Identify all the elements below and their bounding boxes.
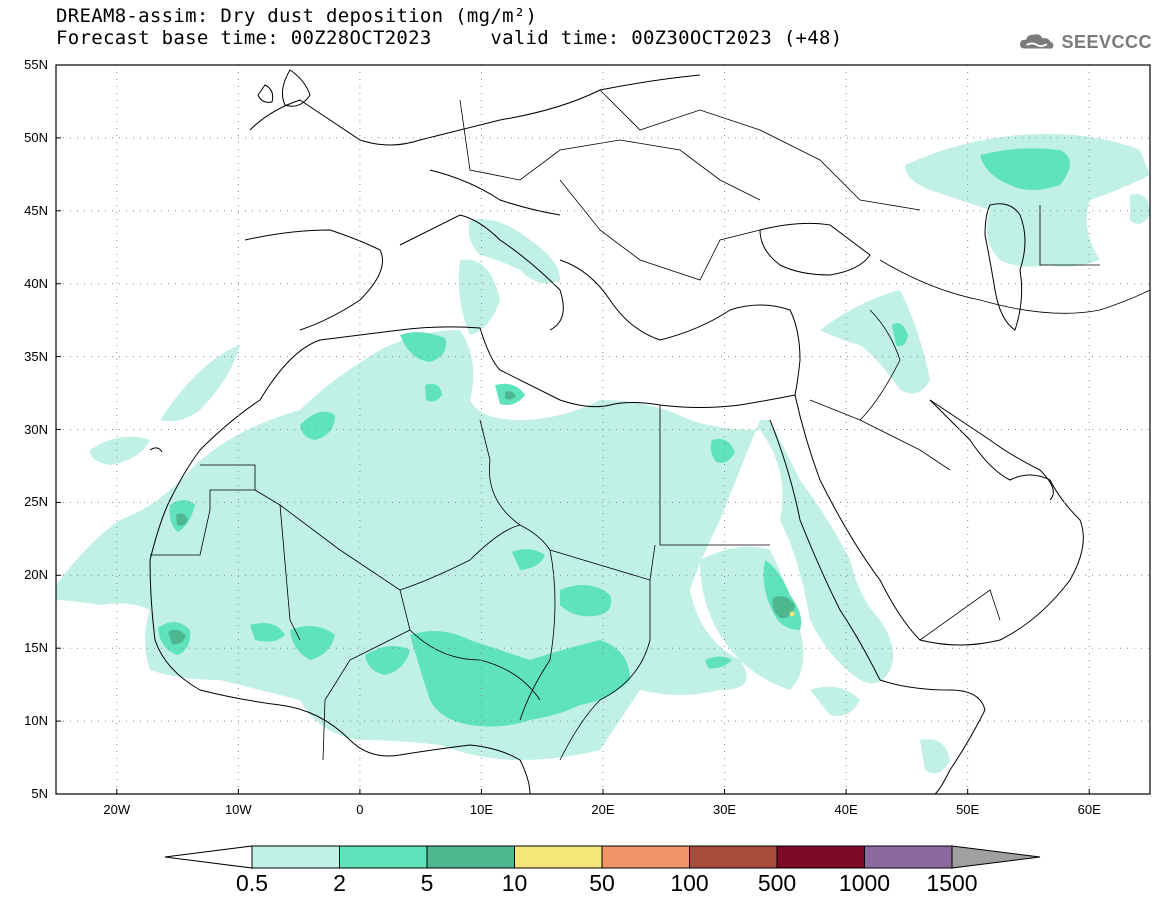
- lon-label: 0: [356, 802, 364, 817]
- colorbar-label: 10: [501, 870, 528, 896]
- lat-label: 10N: [24, 713, 48, 729]
- lat-label: 35N: [24, 348, 48, 364]
- colorbar-label: 100: [670, 870, 709, 896]
- borders: [150, 89, 1150, 761]
- map-title: DREAM8-assim: Dry dust deposition (mg/m²…: [56, 5, 538, 27]
- lat-label: 45N: [24, 202, 48, 218]
- lon-label: 40E: [834, 802, 858, 817]
- axis-ticks: [56, 64, 1090, 795]
- colorbar-label: 500: [757, 870, 797, 896]
- colorbar-label: 5: [420, 870, 434, 896]
- lon-label: 20E: [591, 802, 615, 817]
- lat-label: 30N: [24, 421, 48, 437]
- lon-label: 20W: [103, 802, 131, 817]
- forecast-times: Forecast base time: 00Z28OCT2023 valid t…: [56, 27, 843, 49]
- lon-label: 10E: [469, 802, 493, 817]
- lat-label: 15N: [24, 640, 48, 656]
- lat-label: 5N: [31, 786, 48, 801]
- lat-label: 20N: [24, 567, 48, 583]
- lon-label: 50E: [956, 802, 980, 817]
- grid-lines: [56, 65, 1150, 794]
- lon-label: 30E: [712, 802, 737, 817]
- lon-label: 60E: [1077, 802, 1101, 817]
- colorbar-label: 0.5: [236, 870, 268, 896]
- dust-level-1: [56, 134, 1150, 774]
- colorbar-label: 1000: [838, 870, 891, 896]
- lat-label: 55N: [24, 57, 48, 72]
- dust-level-3: [168, 391, 795, 645]
- seevccc-logo: SEEVCCC: [1018, 22, 1152, 62]
- lat-label: 50N: [24, 129, 48, 145]
- lat-label: 25N: [24, 494, 48, 510]
- dust-level-4-spot: [789, 611, 795, 617]
- colorbar-label: 2: [333, 870, 346, 896]
- cloud-logo-icon: [1020, 34, 1054, 49]
- logo-text: SEEVCCC: [1061, 31, 1152, 52]
- lat-label: 40N: [24, 275, 48, 291]
- colorbar-label: 1500: [926, 870, 978, 896]
- lon-label: 10W: [224, 802, 252, 817]
- coastlines: [149, 69, 1084, 794]
- colorbar-label: 50: [589, 870, 615, 896]
